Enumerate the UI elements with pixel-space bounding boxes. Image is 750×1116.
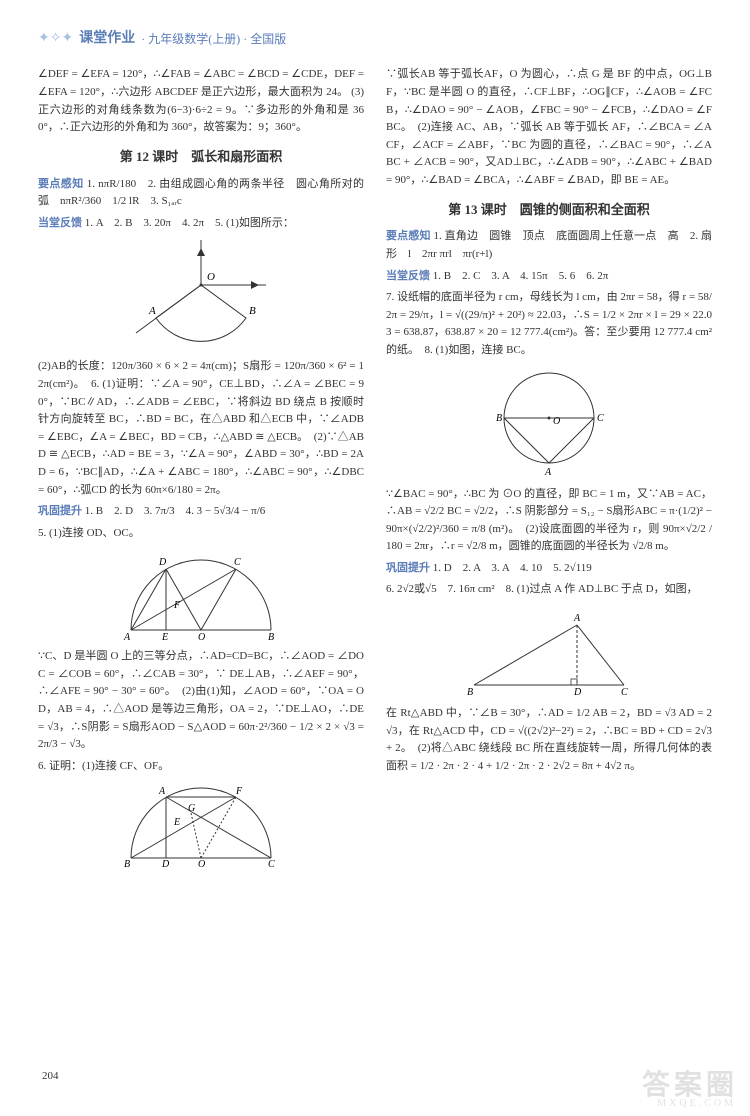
right-intro-text: ∵弧长AB 等于弧长AF，O 为圆心，∴点 G 是 BF 的中点，OG⊥BF，∵… — [386, 66, 712, 189]
figure-semicircle-1: A B D C O E F — [38, 550, 364, 640]
svg-text:C: C — [597, 413, 604, 424]
left-intro-text: ∠DEF = ∠EFA = 120°，∴∠FAB = ∠ABC = ∠BCD =… — [38, 66, 364, 136]
lesson12-item6: 6. 证明：(1)连接 CF、OF。 — [38, 758, 364, 776]
watermark-url: MXQE.COM — [657, 1096, 736, 1112]
figure-circle-triangle: B C A O — [386, 368, 712, 478]
svg-text:O: O — [198, 859, 205, 868]
svg-text:O: O — [198, 632, 205, 640]
dangtan-content-13: 1. B 2. C 3. A 4. 15π 5. 6 6. 2π — [433, 270, 609, 282]
svg-text:D: D — [161, 859, 170, 868]
svg-text:D: D — [573, 687, 582, 697]
lesson12-gonggu: 巩固提升 1. B 2. D 3. 7π/3 4. 3 − 5√3/4 − π/… — [38, 503, 364, 521]
gonggu-content: 1. B 2. D 3. 7π/3 4. 3 − 5√3/4 − π/6 — [85, 505, 266, 517]
yaodian-label-13: 要点感知 — [386, 230, 431, 242]
page-header: ✦✧✦ 课堂作业 · 九年级数学(上册) · 全国版 — [38, 28, 712, 50]
gonggu-label: 巩固提升 — [38, 505, 82, 517]
lesson12-after-fig2: ∵C、D 是半圆 O 上的三等分点，∴AD=CD=BC，∴∠AOD = ∠DOC… — [38, 648, 364, 754]
header-title: 课堂作业 — [79, 28, 135, 50]
yaodian-label: 要点感知 — [38, 178, 84, 190]
svg-text:B: B — [249, 305, 256, 317]
svg-text:B: B — [467, 687, 473, 697]
svg-text:A: A — [544, 467, 552, 478]
dangtan-label: 当堂反馈 — [38, 217, 82, 229]
lesson12-yaodian: 要点感知 1. nπR/180 2. 由组成圆心角的两条半径 圆心角所对的弧 n… — [38, 176, 364, 211]
gonggu-content-13: 1. D 2. A 3. A 4. 10 5. 2√119 — [433, 562, 592, 574]
figure-sector-oab: O A B — [38, 240, 364, 350]
svg-text:B: B — [124, 859, 130, 868]
figure-triangle-abd: B D C A — [386, 607, 712, 697]
two-column-layout: ∠DEF = ∠EFA = 120°，∴∠FAB = ∠ABC = ∠BCD =… — [38, 66, 712, 876]
svg-text:A: A — [158, 786, 166, 797]
dangtan-label-13: 当堂反馈 — [386, 270, 430, 282]
lesson13-item6: 6. 2√2或√5 7. 16π cm² 8. (1)过点 A 作 AD⊥BC … — [386, 581, 712, 599]
dangtan-content: 1. A 2. B 3. 20π 4. 2π 5. (1)如图所示： — [85, 217, 294, 229]
header-subtitle: · 九年级数学(上册) · 全国版 — [141, 30, 286, 49]
lesson12-item5: 5. (1)连接 OD、OC。 — [38, 525, 364, 543]
svg-text:A: A — [148, 305, 156, 317]
lesson13-item7: 7. 设纸帽的底面半径为 r cm，母线长为 l cm，由 2πr = 58，得… — [386, 289, 712, 359]
right-column: ∵弧长AB 等于弧长AF，O 为圆心，∴点 G 是 BF 的中点，OG⊥BF，∵… — [386, 66, 712, 876]
svg-text:O: O — [553, 416, 560, 427]
svg-text:E: E — [173, 817, 180, 828]
svg-text:A: A — [573, 613, 581, 624]
svg-text:B: B — [268, 632, 274, 640]
yaodian-content-13: 1. 直角边 圆锥 顶点 底面圆周上任意一点 高 2. 扇形 l 2πr πrl… — [386, 230, 712, 260]
svg-text:C: C — [268, 859, 275, 868]
yaodian-content: 1. nπR/180 2. 由组成圆心角的两条半径 圆心角所对的弧 nπR²/3… — [38, 178, 364, 208]
lesson12-title: 第 12 课时 弧长和扇形面积 — [38, 147, 364, 168]
svg-text:F: F — [173, 600, 181, 611]
svg-text:F: F — [235, 786, 243, 797]
lesson13-after-fig1: ∵∠BAC = 90°，∴BC 为 ⊙O 的直径，即 BC = 1 m，又∵AB… — [386, 486, 712, 556]
lesson13-dangtan: 当堂反馈 1. B 2. C 3. A 4. 15π 5. 6 6. 2π — [386, 268, 712, 286]
figure-semicircle-2: A F B D O C E G — [38, 783, 364, 868]
lesson12-dangtan: 当堂反馈 1. A 2. B 3. 20π 4. 2π 5. (1)如图所示： — [38, 215, 364, 233]
svg-text:C: C — [234, 557, 241, 568]
lesson12-after-fig1: (2)AB的长度：120π/360 × 6 × 2 = 4π(cm)；S扇形 =… — [38, 358, 364, 499]
lesson13-title: 第 13 课时 圆锥的侧面积和全面积 — [386, 200, 712, 221]
svg-text:C: C — [621, 687, 628, 697]
lesson13-after-fig2: 在 Rt△ABD 中，∵∠B = 30°，∴AD = 1/2 AB = 2，BD… — [386, 705, 712, 775]
svg-text:B: B — [496, 413, 502, 424]
svg-text:A: A — [123, 632, 131, 640]
lesson13-yaodian: 要点感知 1. 直角边 圆锥 顶点 底面圆周上任意一点 高 2. 扇形 l 2π… — [386, 228, 712, 263]
svg-text:O: O — [207, 271, 215, 283]
svg-text:D: D — [158, 557, 167, 568]
lesson13-gonggu: 巩固提升 1. D 2. A 3. A 4. 10 5. 2√119 — [386, 560, 712, 578]
left-column: ∠DEF = ∠EFA = 120°，∴∠FAB = ∠ABC = ∠BCD =… — [38, 66, 364, 876]
page-number: 204 — [42, 1068, 59, 1086]
star-icon: ✦✧✦ — [38, 28, 73, 50]
svg-text:G: G — [188, 803, 195, 814]
svg-text:E: E — [161, 632, 168, 640]
gonggu-label-13: 巩固提升 — [386, 562, 430, 574]
